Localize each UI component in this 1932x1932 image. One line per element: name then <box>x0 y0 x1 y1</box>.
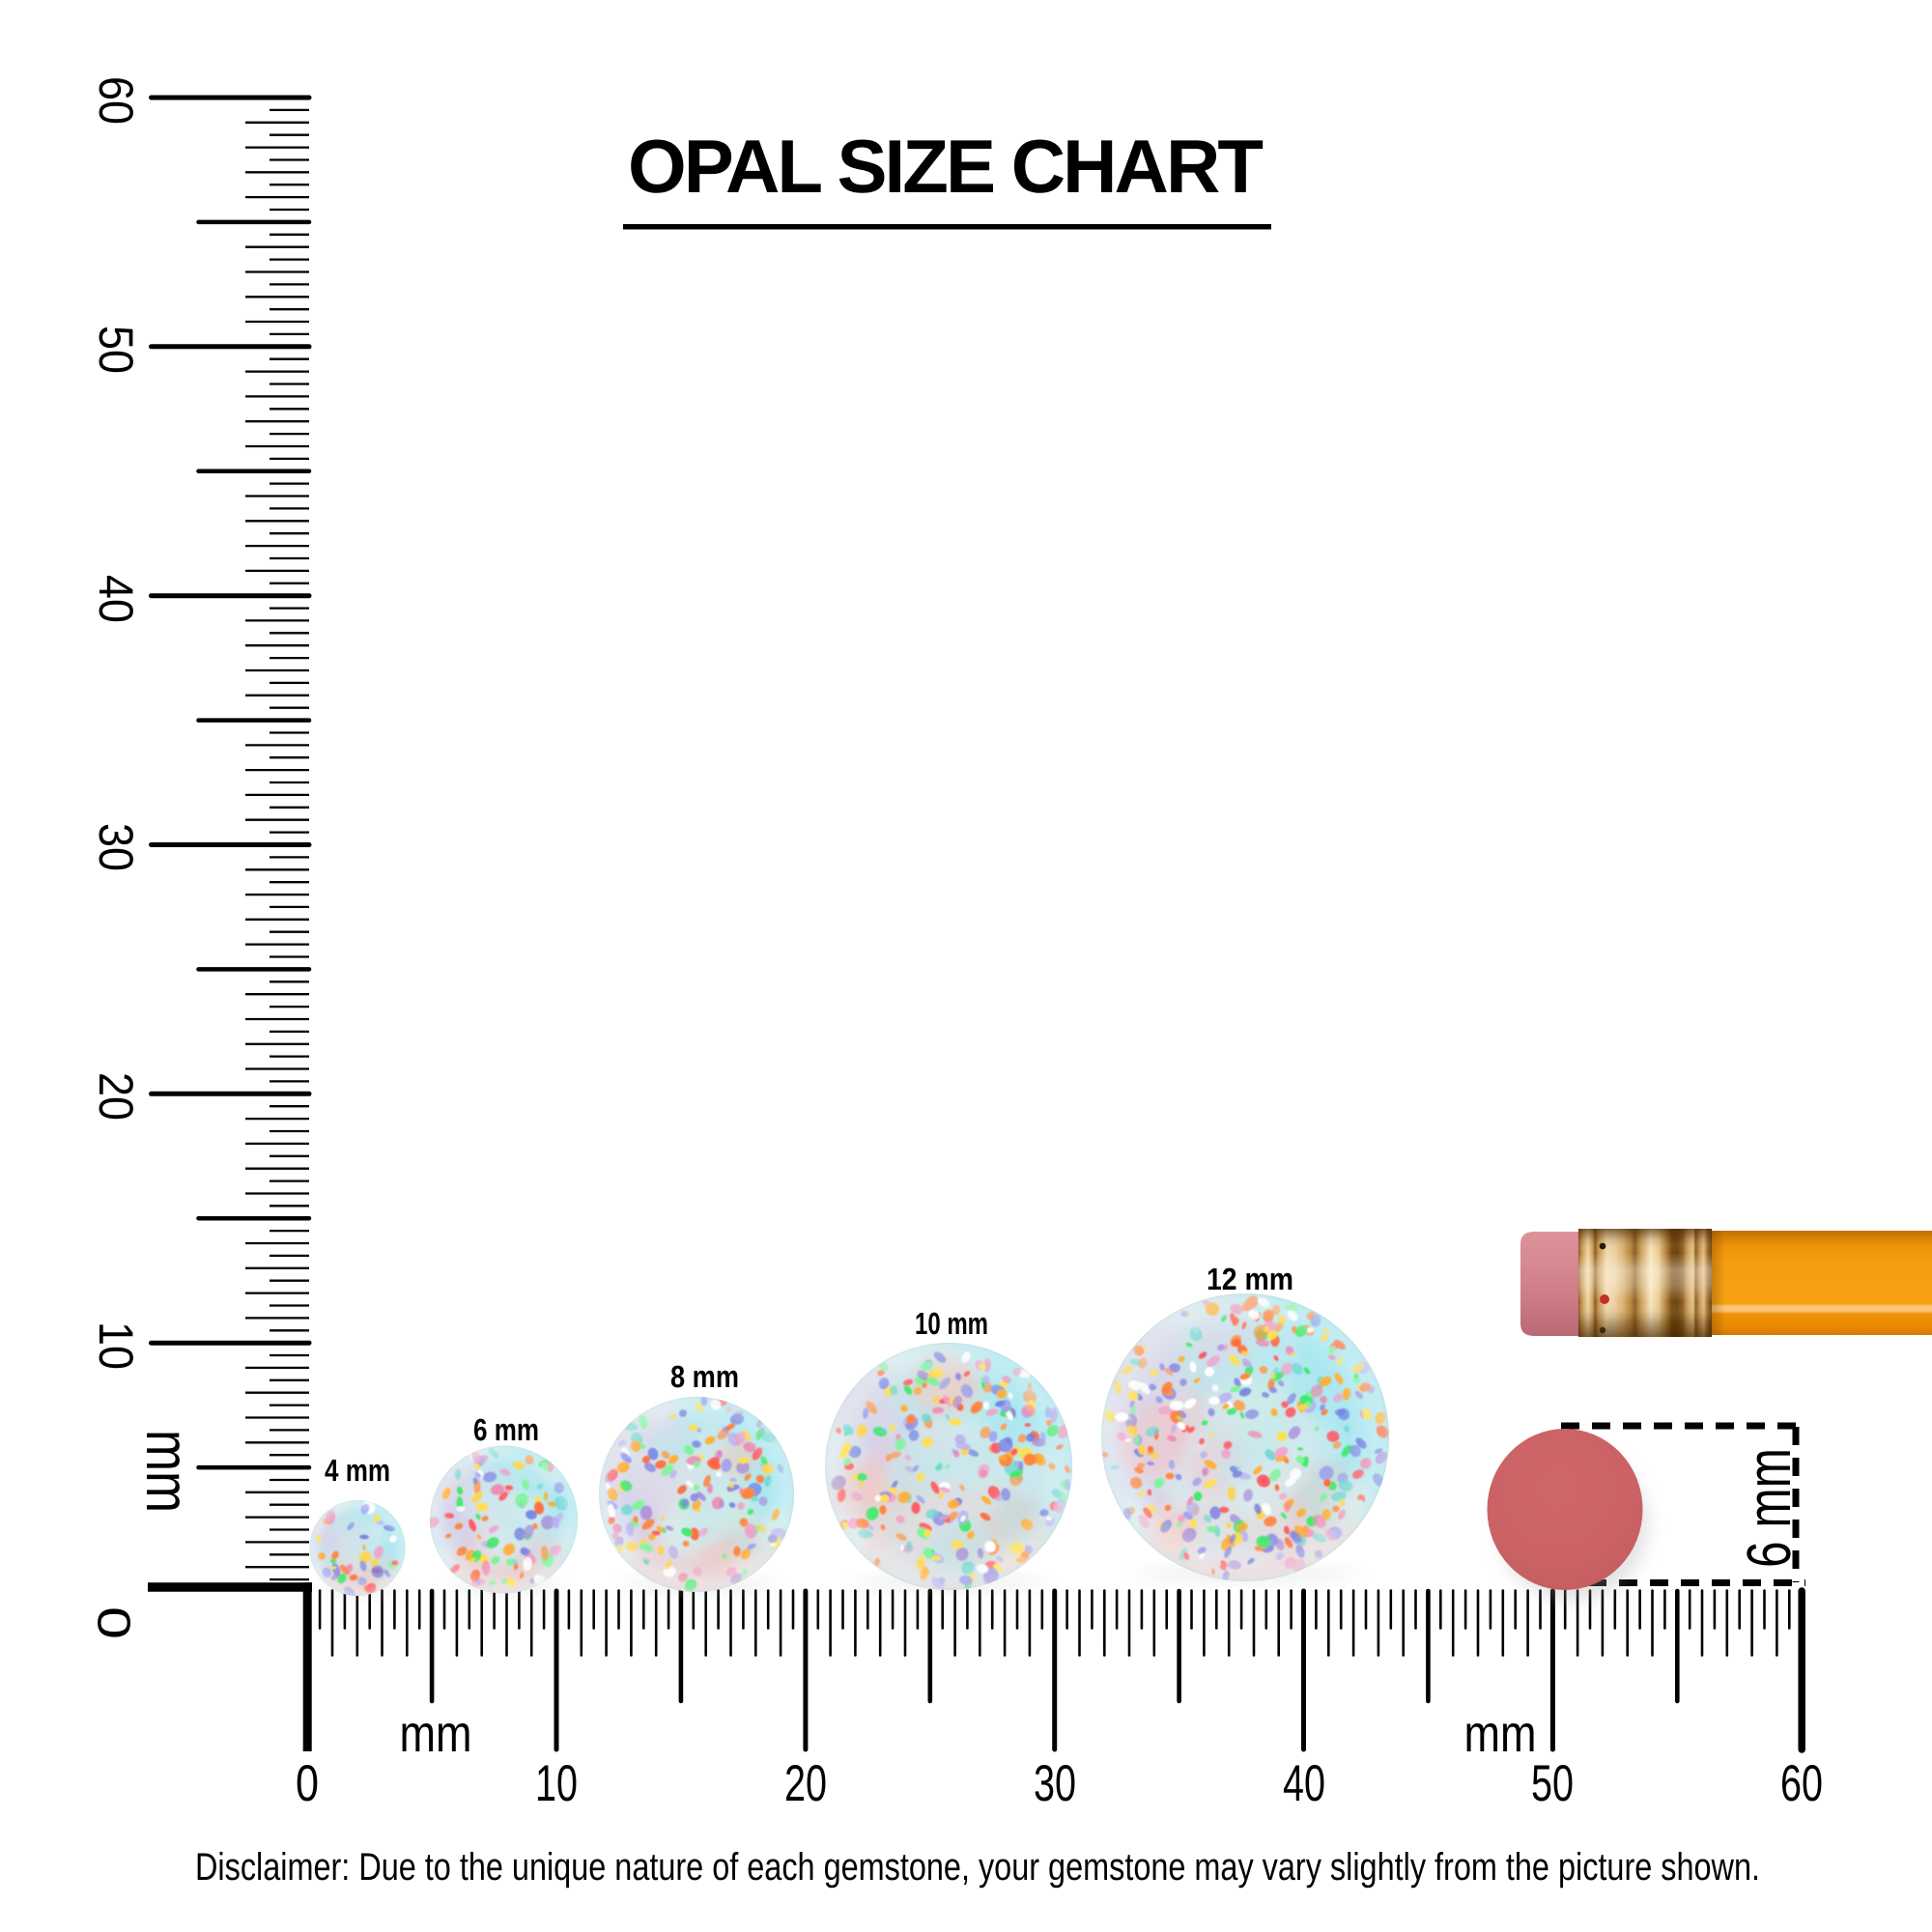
svg-text:6 mm: 6 mm <box>473 1412 539 1447</box>
svg-text:10: 10 <box>535 1755 578 1812</box>
svg-text:40: 40 <box>1283 1755 1325 1812</box>
svg-text:60: 60 <box>89 76 143 125</box>
svg-text:50: 50 <box>1531 1755 1574 1812</box>
svg-text:60: 60 <box>1780 1755 1823 1812</box>
svg-text:40: 40 <box>89 575 143 623</box>
svg-text:0: 0 <box>88 1606 139 1639</box>
svg-text:12 mm: 12 mm <box>1207 1262 1293 1296</box>
svg-text:6 mm: 6 mm <box>1734 1448 1804 1568</box>
svg-text:0: 0 <box>296 1755 319 1812</box>
svg-text:30: 30 <box>89 823 143 871</box>
svg-text:8 mm: 8 mm <box>670 1359 739 1394</box>
svg-text:10: 10 <box>89 1321 143 1370</box>
svg-text:mm: mm <box>400 1705 472 1763</box>
svg-text:10 mm: 10 mm <box>915 1306 988 1341</box>
svg-text:50: 50 <box>89 326 143 374</box>
svg-text:20: 20 <box>89 1072 143 1121</box>
svg-text:mm: mm <box>1464 1705 1537 1763</box>
svg-text:4 mm: 4 mm <box>325 1453 390 1488</box>
svg-text:Disclaimer: Due to the unique: Disclaimer: Due to the unique nature of … <box>195 1846 1760 1889</box>
svg-text:30: 30 <box>1034 1755 1076 1812</box>
svg-text:20: 20 <box>784 1755 827 1812</box>
svg-text:OPAL SIZE CHART: OPAL SIZE CHART <box>628 124 1264 209</box>
svg-text:mm: mm <box>133 1430 201 1513</box>
